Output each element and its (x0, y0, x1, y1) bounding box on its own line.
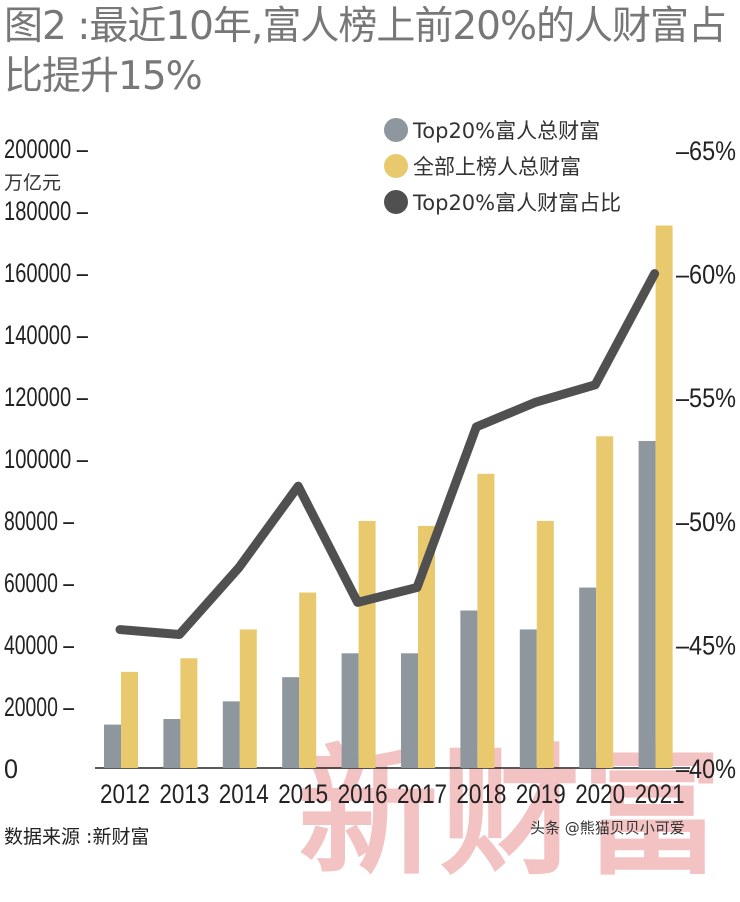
bar-top20 (460, 610, 478, 768)
legend-item: 全部上榜人总财富 (384, 148, 621, 184)
left-tick-label: 100000 – (4, 444, 88, 474)
bar-top20 (341, 653, 359, 768)
left-tick-label: 180000 – (4, 196, 88, 226)
x-tick-label: 2016 (338, 779, 388, 809)
bar-top20 (282, 677, 300, 768)
bar-top20 (519, 629, 537, 768)
legend-swatch-yellow (384, 154, 408, 178)
left-tick-label: 20000 – (4, 692, 74, 722)
x-tick-label: 2018 (456, 779, 506, 809)
source-note: 数据来源 :新财富 (4, 826, 150, 848)
x-tick-label: 2021 (635, 779, 685, 809)
legend-label: 全部上榜人总财富 (413, 155, 581, 179)
chart-title: 图2 :最近10年,富人榜上前20%的人财富占比提升15% (4, 4, 727, 99)
left-tick-label: 200000 – (4, 134, 88, 164)
legend-item: Top20%富人财富占比 (384, 184, 621, 220)
x-tick-label: 2017 (397, 779, 447, 809)
left-axis-unit: 万亿元 (4, 172, 62, 194)
right-tick-label: –40% (676, 754, 736, 784)
right-tick-label: –60% (676, 260, 736, 290)
left-tick-label: 140000 – (4, 320, 88, 350)
x-tick-label: 2020 (575, 779, 625, 809)
x-tick-label: 2019 (516, 779, 566, 809)
right-tick-label: –55% (676, 383, 736, 413)
bar-top20 (163, 719, 181, 768)
bar-top20 (638, 440, 656, 768)
bar-all (299, 592, 317, 768)
left-tick-label: 60000 – (4, 568, 74, 598)
left-tick-label: 120000 – (4, 382, 88, 412)
line-share (115, 269, 660, 640)
bar-all (536, 520, 554, 768)
bar-all (418, 525, 435, 768)
bar-all (358, 520, 376, 768)
bar-top20 (401, 653, 418, 768)
legend-swatch-gray (384, 118, 408, 142)
bar-all (121, 671, 138, 768)
chart: 0 20000 – 40000 – 60000 – 80000 – 100000 – 120… (4, 134, 736, 809)
bar-all (655, 225, 673, 768)
bar-all (239, 629, 257, 768)
x-tick-label: 2013 (159, 779, 209, 809)
legend-label: Top20%富人财富占比 (413, 191, 622, 215)
x-tick-label: 2012 (100, 779, 150, 809)
legend: Top20%富人总财富 全部上榜人总财富 Top20%富人财富占比 (384, 112, 621, 220)
bar-all (477, 473, 495, 768)
x-tick-label: 2014 (219, 779, 269, 809)
right-tick-label: –45% (676, 630, 736, 660)
legend-swatch-dark (384, 190, 408, 214)
left-tick-label: 0 (4, 754, 18, 784)
left-tick-label: 160000 – (4, 258, 88, 288)
bar-all (180, 658, 198, 768)
bar-all (596, 436, 614, 768)
bar-top20 (579, 587, 597, 768)
bar-top20 (104, 724, 121, 768)
left-tick-label: 80000 – (4, 506, 74, 536)
bar-top20 (222, 701, 240, 768)
legend-item: Top20%富人总财富 (384, 112, 621, 148)
right-tick-label: –50% (676, 507, 736, 537)
legend-label: Top20%富人总财富 (413, 119, 601, 143)
right-tick-label: –65% (676, 136, 736, 166)
x-tick-label: 2015 (278, 779, 328, 809)
left-tick-label: 40000 – (4, 630, 74, 660)
credit: 头条 @熊猫贝贝小可爱 (530, 819, 685, 837)
